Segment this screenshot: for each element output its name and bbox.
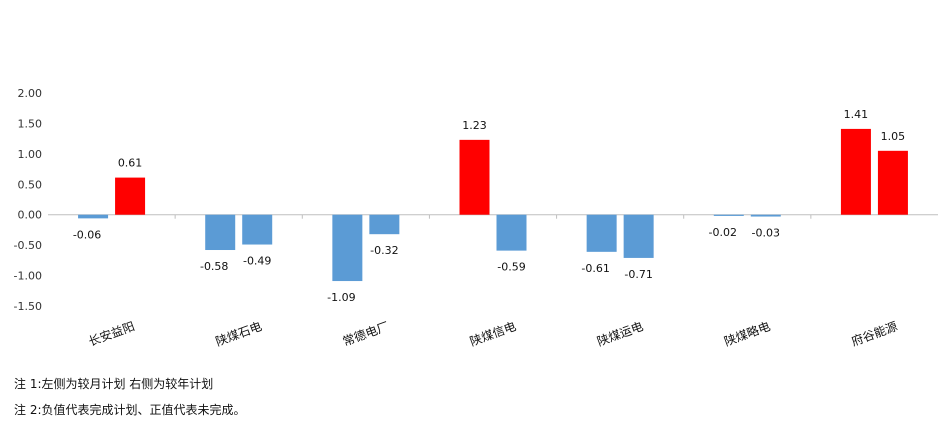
- y-tick-label: 0.00: [18, 209, 43, 222]
- note-1: 注 1:左侧为较月计划 右侧为较年计划: [14, 377, 214, 391]
- bar: [369, 214, 400, 235]
- data-label: -0.61: [581, 262, 609, 275]
- data-label: 1.05: [881, 130, 906, 143]
- bar: [840, 128, 871, 215]
- data-label: -1.09: [327, 291, 355, 304]
- y-tick-label: -1.50: [14, 300, 42, 313]
- category-label: 府谷能源: [849, 318, 899, 349]
- bar: [750, 214, 781, 217]
- bar: [332, 214, 363, 282]
- data-label: -0.71: [624, 268, 652, 281]
- data-label: -0.32: [370, 244, 398, 257]
- bar: [496, 214, 527, 251]
- data-label: -0.02: [709, 226, 737, 239]
- category-label: 陕煤略电: [722, 318, 772, 349]
- data-label: 0.61: [118, 157, 143, 170]
- data-label: -0.49: [243, 255, 271, 268]
- y-tick-label: -1.00: [14, 270, 42, 283]
- bar: [78, 214, 109, 219]
- category-label: 陕煤石电: [213, 318, 263, 349]
- bar: [713, 214, 744, 216]
- bar: [586, 214, 617, 252]
- data-label: -0.03: [752, 227, 780, 240]
- bar: [877, 150, 908, 215]
- data-label: -0.06: [73, 228, 101, 241]
- bar-chart: 2.00 1.50 1.00 0.50 0.00 -0.50 -1.00 -1.50 -0.06…: [14, 87, 938, 349]
- y-tick-label: 1.00: [18, 148, 43, 161]
- category-label: 常德电厂: [341, 318, 391, 349]
- bar: [205, 214, 236, 251]
- category-label: 长安益阳: [86, 318, 136, 349]
- note-2: 注 2:负值代表完成计划、正值代表未完成。: [14, 403, 246, 417]
- data-label: -0.58: [200, 260, 228, 273]
- y-tick-label: 2.00: [18, 87, 43, 100]
- bar: [459, 139, 490, 215]
- bar: [623, 214, 654, 258]
- data-label: -0.59: [497, 261, 525, 274]
- y-tick-label: 1.50: [18, 117, 43, 130]
- category-label: 陕煤运电: [595, 318, 645, 349]
- data-label: 1.41: [844, 108, 869, 121]
- y-tick-label: -0.50: [14, 239, 42, 252]
- bar: [242, 214, 273, 245]
- y-tick-label: 0.50: [18, 178, 43, 191]
- bar: [115, 177, 146, 215]
- category-label: 陕煤信电: [468, 318, 518, 349]
- data-label: 1.23: [462, 119, 487, 132]
